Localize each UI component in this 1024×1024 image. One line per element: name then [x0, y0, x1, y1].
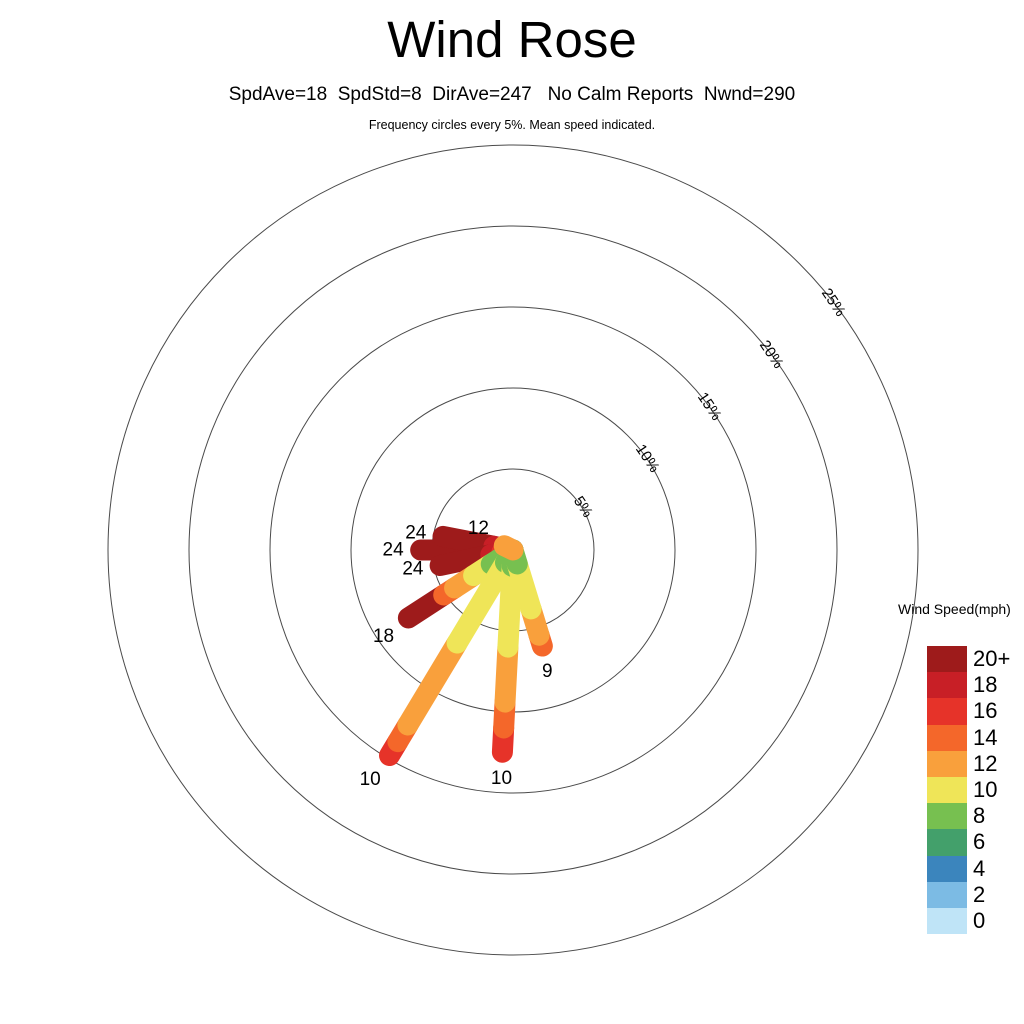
chart-note: Frequency circles every 5%. Mean speed i… — [368, 118, 656, 132]
petal-mean-speed-label: 10 — [490, 768, 513, 790]
legend-entry[interactable]: 6 — [927, 829, 985, 856]
petal-mean-speed-label: 9 — [542, 661, 553, 683]
legend-entry[interactable]: 20+ — [927, 646, 1010, 673]
petal-mean-speed-label: 24 — [382, 539, 404, 561]
chart-title: Wind Rose — [387, 11, 637, 68]
frequency-ring — [188, 225, 838, 875]
legend-entry-label: 18 — [973, 672, 998, 698]
legend-color-swatch — [927, 750, 967, 777]
legend-color-swatch — [927, 698, 967, 725]
frequency-ring — [107, 144, 919, 956]
legend-swatches: 20+ 18 16 14 12 10 8 6 4 2 0 — [927, 646, 1010, 935]
legend-entry-label: 8 — [973, 803, 986, 829]
petal-mean-speed-label: 18 — [372, 626, 395, 648]
wind-petals — [379, 525, 553, 767]
legend-entry[interactable]: 0 — [927, 907, 985, 935]
legend-entry[interactable]: 8 — [927, 803, 985, 830]
legend-entry-label: 12 — [973, 750, 998, 776]
petal-segment — [493, 535, 524, 561]
legend-entry-label: 0 — [973, 907, 986, 933]
legend-entry[interactable]: 4 — [927, 855, 985, 882]
petal-mean-speed-label: 24 — [402, 558, 424, 580]
legend-color-swatch — [927, 672, 967, 699]
legend-entry[interactable]: 18 — [927, 672, 997, 699]
legend-color-swatch — [927, 907, 967, 935]
legend-color-swatch — [927, 724, 967, 751]
legend-entry[interactable]: 2 — [927, 881, 985, 908]
legend-entry[interactable]: 16 — [927, 698, 997, 725]
legend-color-swatch — [927, 803, 967, 830]
frequency-ring — [269, 306, 757, 794]
legend-entry[interactable]: 12 — [927, 750, 997, 777]
legend-title: Wind Speed(mph) — [898, 601, 1011, 617]
legend-color-swatch — [927, 881, 967, 908]
legend-entry-label: 16 — [973, 698, 998, 724]
legend-entry-label: 2 — [973, 881, 986, 907]
chart-subtitle: SpdAve=18 SpdStd=8 DirAve=247 No Calm Re… — [228, 84, 796, 105]
petal-mean-speed-label: 24 — [405, 522, 427, 544]
legend-entry-label: 14 — [973, 724, 998, 750]
petal-segment — [397, 632, 468, 736]
petal-segment — [446, 551, 516, 654]
legend-entry-label: 20+ — [973, 646, 1011, 671]
legend-entry[interactable]: 10 — [927, 776, 997, 804]
legend-color-swatch — [927, 776, 967, 804]
legend-color-swatch — [927, 646, 967, 673]
petal-mean-speed-label: 12 — [467, 518, 489, 540]
legend-color-swatch — [927, 829, 967, 856]
legend-entry-label: 10 — [973, 776, 998, 802]
petal-mean-speed-label: 10 — [359, 769, 381, 791]
legend-entry[interactable]: 14 — [927, 724, 997, 751]
legend-color-swatch — [927, 855, 967, 882]
legend-entry-label: 4 — [973, 855, 986, 881]
legend-entry-label: 6 — [973, 829, 986, 855]
